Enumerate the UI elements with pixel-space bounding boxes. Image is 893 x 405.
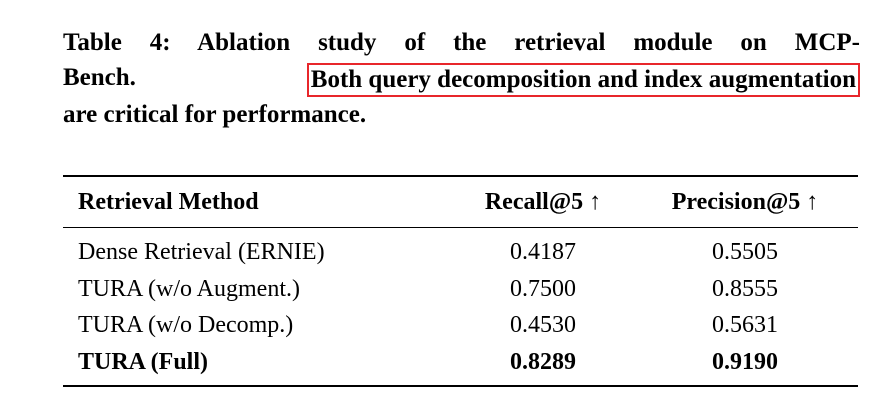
metric-cell: 0.5505 [712,239,778,265]
caption-highlight: Both query decomposition and index augme… [306,63,860,97]
metric-cell: 0.8555 [712,275,778,302]
metric-cell: 0.4530 [510,312,576,338]
metric-cell: 0.9190 [712,348,778,375]
bottom-rule [63,385,858,387]
metric-cell: 0.7500 [510,275,576,302]
metric-cell: 0.5631 [712,312,778,338]
caption-line: Bench. Both query decomposition and inde… [63,63,860,97]
caption-line: Table 4: Ablation study of the retrieval… [63,29,860,56]
caption-line: are critical for performance. [63,101,367,128]
mid-rule [63,227,858,228]
method-cell: TURA (w/o Decomp.) [78,312,294,338]
method-cell: TURA (w/o Augment.) [78,275,300,302]
metric-cell: 0.8289 [510,348,576,375]
header-cell: Precision@5 ↑ [671,189,819,215]
method-cell: Dense Retrieval (ERNIE) [78,239,325,265]
top-rule [63,175,858,177]
method-cell: TURA (Full) [78,348,209,375]
caption-text: Bench. [63,64,136,91]
header-cell: Retrieval Method [78,189,259,215]
metric-cell: 0.4187 [510,239,576,265]
header-cell: Recall@5 ↑ [484,189,602,215]
